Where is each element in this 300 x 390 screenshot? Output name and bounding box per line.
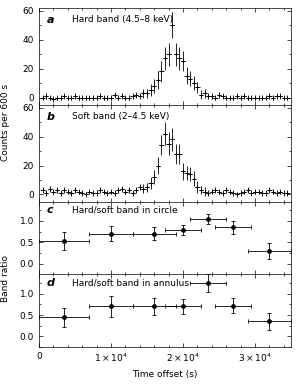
Text: Counts per 600 s: Counts per 600 s [2, 84, 10, 161]
Text: b: b [46, 112, 55, 122]
Text: Band ratio: Band ratio [2, 255, 10, 302]
Text: Hard/soft band in circle: Hard/soft band in circle [72, 205, 177, 215]
Text: c: c [46, 205, 53, 215]
Text: a: a [46, 14, 54, 25]
Text: d: d [46, 278, 55, 288]
Text: Soft band (2–4.5 keV): Soft band (2–4.5 keV) [72, 112, 169, 121]
Text: Hard band (4.5–8 keV): Hard band (4.5–8 keV) [72, 14, 173, 23]
Text: Hard/soft band in annulus: Hard/soft band in annulus [72, 278, 189, 287]
X-axis label: Time offset (s): Time offset (s) [132, 370, 198, 379]
